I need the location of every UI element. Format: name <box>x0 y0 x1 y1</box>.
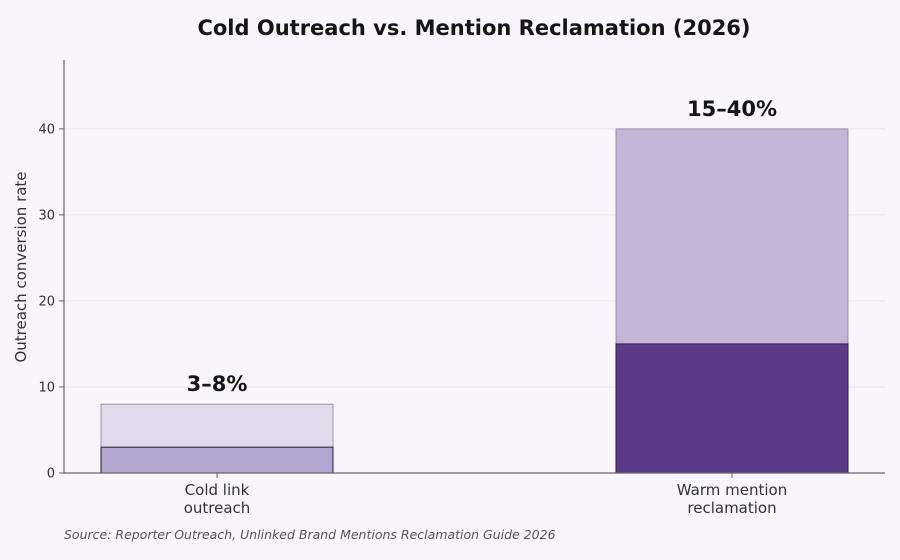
y-tick-label: 10 <box>38 380 55 395</box>
bar-range <box>100 403 334 448</box>
y-tick-label: 30 <box>38 208 55 223</box>
bar-low <box>615 343 849 474</box>
chart-title: Cold Outreach vs. Mention Reclamation (2… <box>197 16 750 40</box>
x-category-label: reclamation <box>687 499 776 517</box>
x-category-label: outreach <box>184 499 251 517</box>
bar-range <box>615 128 849 345</box>
y-axis-label: Outreach conversion rate <box>12 171 30 362</box>
source-note: Source: Reporter Outreach, Unlinked Bran… <box>64 527 556 542</box>
bars: 3–8% 15–40% <box>100 97 849 474</box>
bar-value-label: 3–8% <box>187 372 248 396</box>
x-category-label: Warm mention <box>677 481 787 499</box>
bar-low <box>100 446 334 474</box>
y-tick-label: 0 <box>47 467 55 482</box>
y-tick-label: 40 <box>38 122 55 137</box>
y-tick-label: 20 <box>38 294 55 309</box>
x-category-label: Cold link <box>185 481 250 499</box>
bar-value-label: 15–40% <box>687 97 777 121</box>
